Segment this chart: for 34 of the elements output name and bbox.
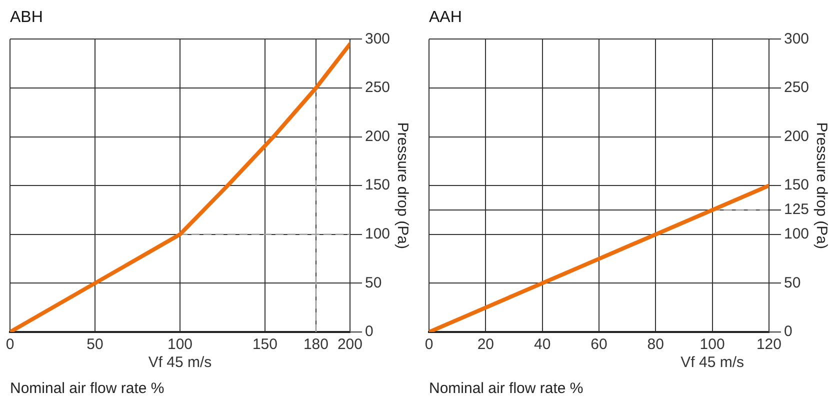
y-tick-label: 250 — [784, 79, 810, 96]
x-tick-label: 0 — [6, 336, 14, 354]
x-tick-label: 40 — [534, 336, 551, 354]
x-tick-label: 20 — [477, 336, 494, 354]
x-tick-label: 0 — [424, 336, 434, 354]
x-tick-label: 200 — [337, 336, 362, 354]
x-tick-label: 50 — [86, 336, 104, 354]
y-tick-label: 250 — [364, 79, 390, 96]
y-tick-label: 150 — [784, 176, 810, 194]
y-tick-label: 50 — [784, 274, 801, 292]
x-tick-label: 150 — [252, 336, 278, 354]
y-tick-label: 0 — [364, 323, 374, 340]
x-tick-label: 100 Vf 45 m/s — [148, 336, 212, 372]
x-tick-label: 120 — [756, 336, 782, 354]
chart-title: ABH — [10, 9, 43, 26]
y-tick-label: 50 — [364, 274, 382, 292]
y-tick-label: 200 — [784, 128, 810, 145]
y-tick-label: 300 — [364, 30, 390, 48]
y-tick-label: 0 — [784, 323, 792, 340]
x-tick-label: 80 — [647, 336, 664, 354]
y-tick-label: 300 — [784, 30, 810, 48]
x-tick-label: 100 Vf 45 m/s — [680, 336, 744, 372]
x-axis-title: Nominal air flow rate % — [429, 380, 584, 398]
y-tick-label: 100 — [784, 226, 810, 243]
x-tick-label: 180 — [303, 336, 328, 354]
x-tick-label: 60 — [590, 336, 608, 354]
y-axis-title: Pressure drop (Pa) — [812, 122, 830, 249]
y-tick-label: 150 — [364, 176, 390, 194]
x-axis-title: Nominal air flow rate % — [10, 380, 164, 398]
y-tick-label: 100 — [364, 226, 390, 243]
y-tick-label: 125 — [784, 201, 810, 218]
y-axis-title: Pressure drop (Pa) — [394, 122, 411, 249]
chart-title: AAH — [429, 9, 462, 26]
y-tick-label: 200 — [364, 128, 390, 145]
